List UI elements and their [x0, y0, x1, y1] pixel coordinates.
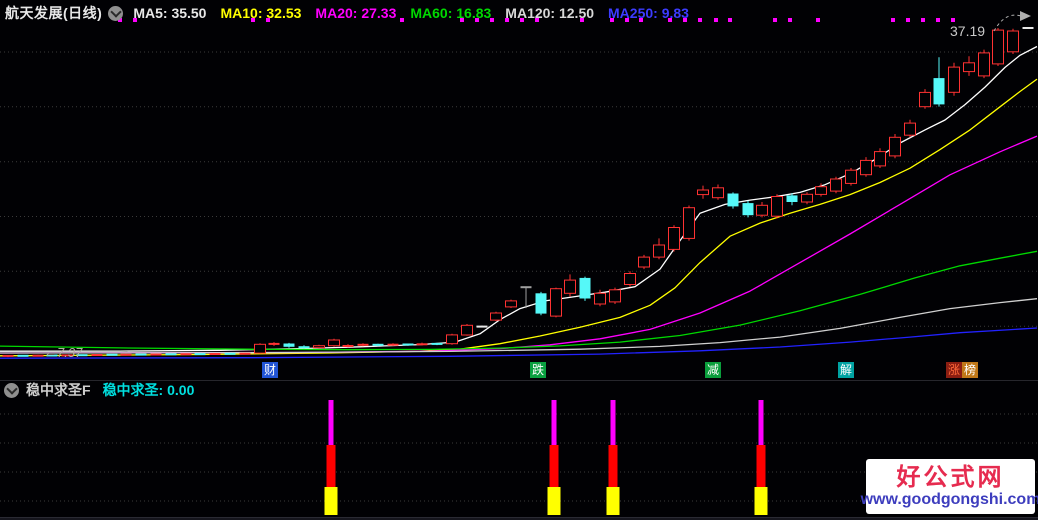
- chart-header: 航天发展(日线) MA5: 35.50 MA10: 32.53 MA20: 27.3…: [0, 0, 1038, 26]
- ma-legend: MA5: 35.50 MA10: 32.53 MA20: 27.33 MA60: 16…: [133, 5, 689, 21]
- indicator-bars: [324, 400, 768, 515]
- collapse-indicator-icon[interactable]: [4, 382, 19, 398]
- ma-line-ma5: [0, 45, 1038, 352]
- watermark: 好公式网 www.goodgongshi.com: [861, 459, 1038, 514]
- event-tag[interactable]: 榜: [962, 362, 978, 378]
- ma-line-ma250: [0, 327, 1038, 359]
- ma-label: MA10: 32.53: [220, 5, 302, 21]
- indicator-bar: [754, 400, 768, 515]
- window-bottom-edge: [0, 517, 1038, 520]
- indicator-name: 稳中求圣F: [26, 382, 91, 398]
- panel-separator: [0, 380, 1038, 381]
- indicator-bar: [606, 400, 620, 515]
- ma-label: MA120: 12.50: [505, 5, 595, 21]
- low-price-annotation: ←7.37: [44, 345, 83, 360]
- event-tag[interactable]: 跌: [530, 362, 546, 378]
- ma-label: MA5: 35.50: [133, 5, 207, 21]
- event-tag[interactable]: 涨: [946, 362, 962, 378]
- ma-line-ma60: [0, 250, 1038, 351]
- collapse-main-chart-icon[interactable]: [108, 5, 124, 21]
- indicator-bar: [324, 400, 338, 515]
- candles: [2, 27, 1034, 358]
- ma-line-ma20: [0, 135, 1038, 354]
- signal-dots: [118, 18, 955, 22]
- indicator-gridlines: [0, 413, 1038, 502]
- indicator-bar: [547, 400, 561, 515]
- price-gridlines: [0, 51, 1038, 327]
- event-tag[interactable]: 解: [838, 362, 854, 378]
- ma-label: MA20: 27.33: [315, 5, 397, 21]
- ma-label: MA250: 9.83: [608, 5, 689, 21]
- ma-line-ma10: [0, 78, 1038, 357]
- event-tag[interactable]: 财: [262, 362, 278, 378]
- ma-label: MA60: 16.83: [410, 5, 492, 21]
- watermark-url: www.goodgongshi.com: [860, 490, 1038, 508]
- stock-title: 航天发展(日线): [5, 5, 103, 21]
- indicator-value: 稳中求圣: 0.00: [102, 382, 195, 398]
- annotation-arrow: [993, 11, 1031, 32]
- watermark-site-name: 好公式网: [896, 463, 1005, 491]
- indicator-header: 稳中求圣F 稳中求圣: 0.00: [0, 381, 1038, 399]
- ma-line-ma120: [0, 298, 1038, 354]
- high-price-annotation: 37.19: [950, 23, 986, 39]
- event-tag[interactable]: 减: [705, 362, 721, 378]
